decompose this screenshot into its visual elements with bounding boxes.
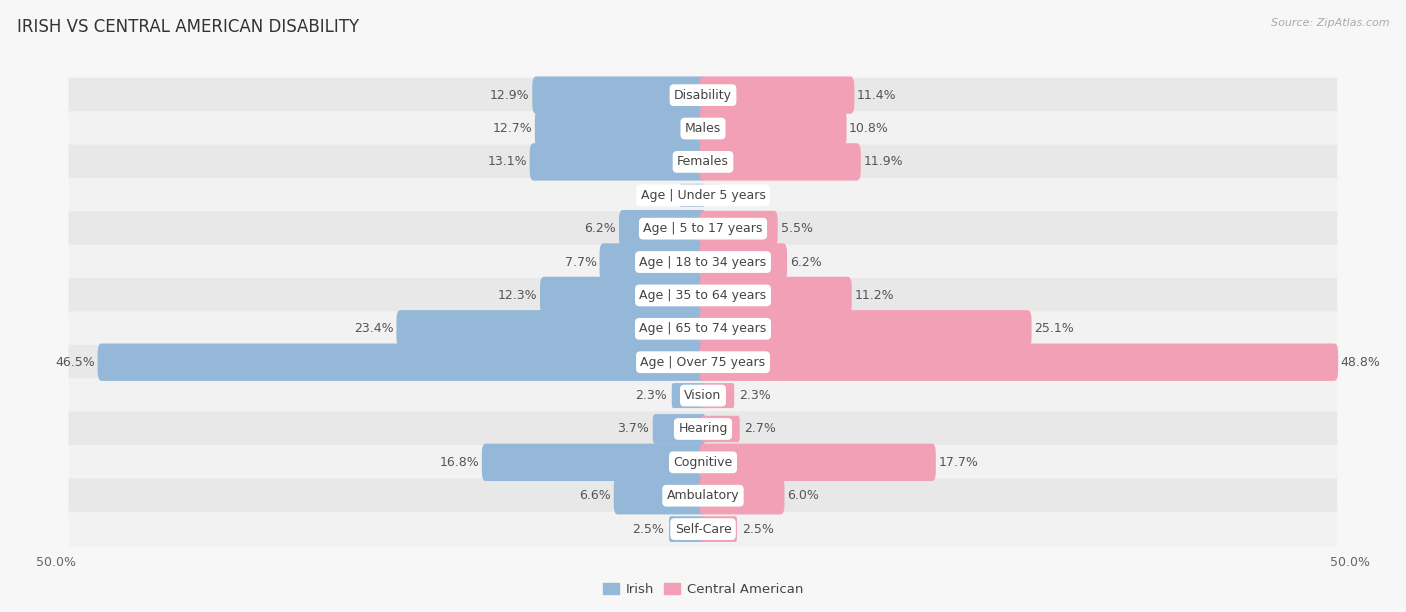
FancyBboxPatch shape (533, 76, 707, 114)
FancyBboxPatch shape (699, 110, 846, 147)
FancyBboxPatch shape (540, 277, 707, 314)
Text: 11.9%: 11.9% (863, 155, 903, 168)
Text: Age | 35 to 64 years: Age | 35 to 64 years (640, 289, 766, 302)
FancyBboxPatch shape (69, 479, 1337, 513)
Text: 10.8%: 10.8% (849, 122, 889, 135)
FancyBboxPatch shape (672, 383, 704, 408)
FancyBboxPatch shape (699, 277, 852, 314)
Text: 2.3%: 2.3% (740, 389, 770, 402)
FancyBboxPatch shape (702, 416, 740, 442)
Text: Females: Females (678, 155, 728, 168)
Text: Disability: Disability (673, 89, 733, 102)
FancyBboxPatch shape (699, 244, 787, 281)
Text: 16.8%: 16.8% (440, 456, 479, 469)
FancyBboxPatch shape (69, 445, 1337, 480)
Text: 2.5%: 2.5% (742, 523, 773, 536)
Text: 13.1%: 13.1% (488, 155, 527, 168)
FancyBboxPatch shape (702, 517, 737, 542)
Text: 25.1%: 25.1% (1035, 323, 1074, 335)
Text: Self-Care: Self-Care (675, 523, 731, 536)
Text: Cognitive: Cognitive (673, 456, 733, 469)
FancyBboxPatch shape (599, 244, 707, 281)
Legend: Irish, Central American: Irish, Central American (598, 578, 808, 602)
Text: 2.5%: 2.5% (633, 523, 664, 536)
FancyBboxPatch shape (652, 414, 706, 444)
Text: 5.5%: 5.5% (780, 222, 813, 235)
FancyBboxPatch shape (534, 110, 707, 147)
Text: 2.3%: 2.3% (636, 389, 666, 402)
Text: Males: Males (685, 122, 721, 135)
Text: 11.4%: 11.4% (856, 89, 897, 102)
Text: Age | Under 5 years: Age | Under 5 years (641, 188, 765, 202)
FancyBboxPatch shape (699, 143, 860, 181)
Text: 7.7%: 7.7% (565, 256, 598, 269)
Text: 6.2%: 6.2% (790, 256, 821, 269)
FancyBboxPatch shape (69, 378, 1337, 413)
Text: Vision: Vision (685, 389, 721, 402)
Text: 46.5%: 46.5% (55, 356, 96, 368)
FancyBboxPatch shape (530, 143, 707, 181)
FancyBboxPatch shape (97, 343, 707, 381)
Text: 11.2%: 11.2% (855, 289, 894, 302)
Text: 1.2%: 1.2% (725, 188, 756, 202)
FancyBboxPatch shape (669, 517, 704, 542)
Text: 17.7%: 17.7% (938, 456, 979, 469)
FancyBboxPatch shape (69, 312, 1337, 346)
FancyBboxPatch shape (681, 184, 704, 207)
FancyBboxPatch shape (69, 512, 1337, 547)
FancyBboxPatch shape (699, 211, 778, 247)
Text: 6.0%: 6.0% (787, 489, 818, 502)
Text: 12.3%: 12.3% (498, 289, 537, 302)
FancyBboxPatch shape (69, 178, 1337, 212)
FancyBboxPatch shape (702, 185, 720, 206)
Text: Age | 65 to 74 years: Age | 65 to 74 years (640, 323, 766, 335)
FancyBboxPatch shape (699, 477, 785, 515)
Text: 1.7%: 1.7% (643, 188, 675, 202)
Text: Ambulatory: Ambulatory (666, 489, 740, 502)
FancyBboxPatch shape (396, 310, 707, 348)
Text: 23.4%: 23.4% (354, 323, 394, 335)
Text: 48.8%: 48.8% (1341, 356, 1381, 368)
Text: 12.9%: 12.9% (491, 89, 530, 102)
FancyBboxPatch shape (69, 245, 1337, 280)
FancyBboxPatch shape (69, 78, 1337, 113)
Text: 6.6%: 6.6% (579, 489, 612, 502)
FancyBboxPatch shape (699, 310, 1032, 348)
Text: Age | 5 to 17 years: Age | 5 to 17 years (644, 222, 762, 235)
Text: Source: ZipAtlas.com: Source: ZipAtlas.com (1271, 18, 1389, 28)
Text: Age | Over 75 years: Age | Over 75 years (641, 356, 765, 368)
Text: Hearing: Hearing (678, 422, 728, 436)
FancyBboxPatch shape (699, 343, 1339, 381)
Text: Age | 18 to 34 years: Age | 18 to 34 years (640, 256, 766, 269)
FancyBboxPatch shape (69, 211, 1337, 246)
FancyBboxPatch shape (69, 345, 1337, 379)
FancyBboxPatch shape (619, 210, 707, 247)
FancyBboxPatch shape (482, 444, 707, 481)
Text: 2.7%: 2.7% (744, 422, 776, 436)
Text: 3.7%: 3.7% (617, 422, 648, 436)
FancyBboxPatch shape (699, 76, 855, 114)
FancyBboxPatch shape (614, 477, 707, 515)
FancyBboxPatch shape (702, 383, 734, 408)
Text: 6.2%: 6.2% (585, 222, 616, 235)
FancyBboxPatch shape (69, 412, 1337, 446)
Text: IRISH VS CENTRAL AMERICAN DISABILITY: IRISH VS CENTRAL AMERICAN DISABILITY (17, 18, 359, 36)
FancyBboxPatch shape (699, 444, 936, 481)
FancyBboxPatch shape (69, 111, 1337, 146)
FancyBboxPatch shape (69, 144, 1337, 179)
Text: 12.7%: 12.7% (492, 122, 533, 135)
FancyBboxPatch shape (69, 278, 1337, 313)
